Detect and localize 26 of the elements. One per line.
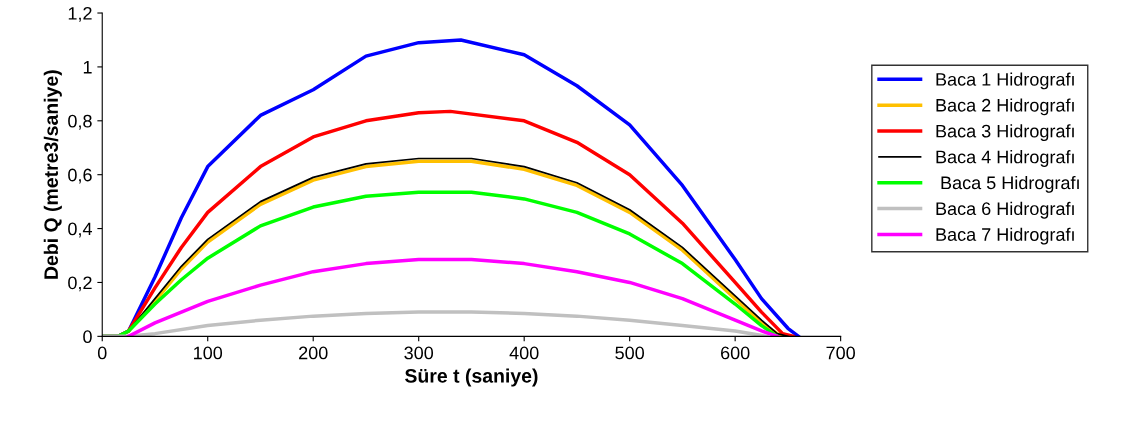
x-tick-label: 700: [826, 346, 855, 360]
y-tick-label: 0: [83, 330, 92, 344]
y-tick-label: 0,6: [68, 168, 92, 184]
legend-label: Baca 5 Hidrografı: [941, 175, 1079, 193]
legend-label: Baca 6 Hidrografı: [936, 201, 1074, 219]
line-series: [126, 257, 780, 337]
legend-label: Baca 4 Hidrografı: [936, 150, 1074, 167]
x-axis-title: Süre t (saniye): [405, 368, 538, 387]
line-series: [102, 310, 769, 337]
x-tick-label: 300: [404, 346, 434, 360]
y-axis-title: Debi Q (metre3/saniye): [43, 70, 62, 279]
y-tick-label: 1: [83, 61, 92, 74]
x-tick-label: 200: [299, 346, 328, 360]
y-tick-label: 0,8: [68, 114, 92, 130]
legend-label: Baca 2 Hidrografı: [936, 98, 1074, 116]
legend-label: Baca 3 Hidrografı: [936, 124, 1074, 142]
x-tick-label: 600: [721, 346, 750, 360]
y-tick-label: 0,2: [68, 276, 92, 292]
y-tick-label: 0,4: [68, 222, 92, 238]
legend-label: Baca 1 Hidrografı: [936, 72, 1074, 90]
x-tick-label: 500: [615, 346, 645, 360]
x-tick-label: 0: [97, 346, 107, 360]
y-tick-label: 1,2: [68, 6, 92, 22]
x-tick-label: 400: [509, 346, 539, 360]
legend-label: Baca 7 Hidrografı: [936, 227, 1074, 245]
x-tick-label: 100: [194, 346, 223, 360]
